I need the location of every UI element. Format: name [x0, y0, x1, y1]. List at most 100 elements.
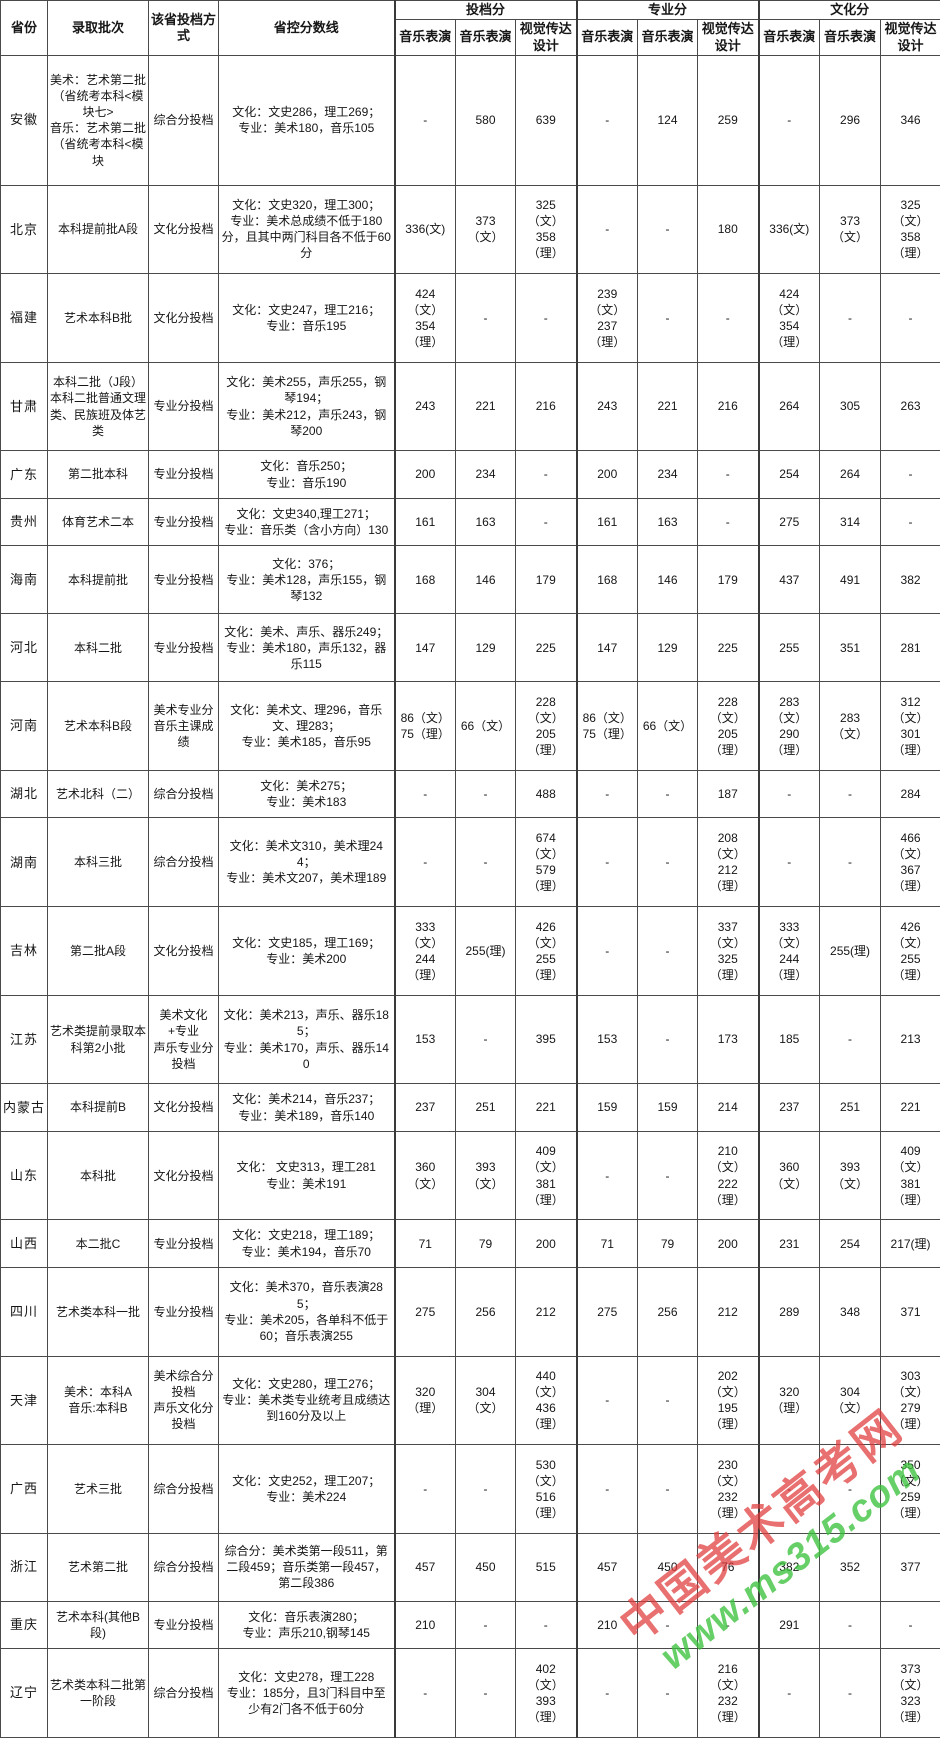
table-row: 河南 艺术本科B段 美术专业分 音乐主课成绩 文化：美术文、理296，音乐文、理283…: [0, 681, 940, 771]
control-line-cell: 文化：美术、声乐、器乐249； 专业：美术180，声乐132，器乐115: [218, 613, 395, 683]
control-line-cell: 文化：美术370，音乐表演285； 专业：美术205，各单科不低于60；音乐表演…: [218, 1266, 395, 1357]
province-cell: 甘肃: [0, 361, 48, 452]
score-cell: 255: [757, 613, 821, 683]
score-cell: 264: [757, 361, 821, 452]
score-cell: 208 （文） 212 （理）: [697, 817, 760, 908]
table-body: 安徽 美术：艺术第二批（省统考本科<模块七> 音乐：艺术第二批（省统考本科<模块综…: [0, 54, 940, 1738]
province-cell: 辽宁: [0, 1648, 48, 1738]
score-cell: 146: [455, 545, 516, 615]
score-cell: -: [757, 769, 821, 819]
score-cell: -: [819, 1600, 882, 1650]
score-cell: 187: [697, 769, 760, 819]
score-cell: 580: [455, 54, 516, 186]
province-cell: 安徽: [0, 54, 48, 186]
score-cell: 639: [514, 54, 578, 186]
province-cell: 四川: [0, 1266, 48, 1357]
table-row: 江苏 艺术类提前录取本科第2小批 美术文化+专业 声乐专业分投档 文化：美术213，声…: [0, 994, 940, 1085]
subheader-visual-design: 视觉传达设计: [880, 19, 940, 56]
control-line-cell: 文化：美术文、理296，音乐文、理283； 专业：美术185，音乐95: [218, 681, 395, 771]
score-cell: 395: [514, 994, 578, 1085]
score-cell: 231: [757, 1219, 821, 1268]
score-cell: 163: [637, 497, 699, 547]
method-cell: 综合分投档: [148, 769, 219, 819]
province-cell: 广西: [0, 1444, 48, 1534]
score-cell: -: [697, 1600, 760, 1650]
score-cell: -: [880, 1600, 940, 1650]
score-cell: 243: [393, 361, 456, 452]
score-cell: -: [393, 54, 456, 186]
score-cell: -: [637, 1130, 699, 1221]
header-group-zhuanye: 专业分: [575, 0, 760, 21]
batch-cell: 本科二批: [47, 613, 149, 683]
table-row: 山东 本科批 文化分投档 文化： 文史313，理工281 专业：美术191 360 （文…: [0, 1130, 940, 1221]
score-cell: 530 （文） 516 （理）: [514, 1444, 578, 1534]
province-cell: 内蒙古: [0, 1083, 48, 1132]
score-cell: 237: [757, 1083, 821, 1132]
score-cell: 346: [880, 54, 940, 186]
table-row: 北京 本科提前批A段 文化分投档 文化：文史320，理工300； 专业：美术总成绩不低…: [0, 184, 940, 275]
subheader-music-performance: 音乐表演: [455, 19, 516, 56]
score-cell: 185: [757, 994, 821, 1085]
table-row: 福建 艺术本科B批 文化分投档 文化：文史247，理工216； 专业：音乐195 424…: [0, 273, 940, 363]
batch-cell: 体育艺术二本: [47, 497, 149, 547]
score-cell: 325 （文） 358 （理）: [880, 184, 940, 275]
score-cell: -: [575, 1444, 639, 1534]
score-cell: 168: [575, 545, 639, 615]
score-cell: -: [575, 906, 639, 996]
table-row: 湖北 艺术北科（二） 综合分投档 文化：美术275； 专业：美术183- -488- -1…: [0, 769, 940, 819]
table-row: 湖南 本科三批 综合分投档 文化：美术文310，美术理244； 专业：美术文207，美…: [0, 817, 940, 908]
score-cell: -: [393, 769, 456, 819]
subheader-music-performance: 音乐表演: [575, 19, 639, 56]
score-cell: 382: [757, 1532, 821, 1602]
score-cell: 373 （文） 323 （理）: [880, 1648, 940, 1738]
table-row: 贵州 体育艺术二本 专业分投档 文化：文史340,理工271； 专业：音乐类（含小方向…: [0, 497, 940, 547]
province-cell: 贵州: [0, 497, 48, 547]
score-cell: 393 （文）: [819, 1130, 882, 1221]
method-cell: 综合分投档: [148, 1532, 219, 1602]
score-cell: -: [637, 994, 699, 1085]
control-line-cell: 文化：376； 专业：美术128，声乐155，钢琴132: [218, 545, 395, 615]
province-cell: 湖南: [0, 817, 48, 908]
score-cell: 147: [393, 613, 456, 683]
score-cell: -: [637, 1355, 699, 1446]
score-cell: -: [757, 1444, 821, 1534]
score-cell: 289: [757, 1266, 821, 1357]
score-cell: 173: [697, 994, 760, 1085]
score-cell: -: [393, 1648, 456, 1738]
table-row: 广东 第二批本科 专业分投档 文化：音乐250； 专业：音乐190 200 234-200…: [0, 450, 940, 499]
score-cell: 212: [514, 1266, 578, 1357]
control-line-cell: 文化：文史252，理工207； 专业：美术224: [218, 1444, 395, 1534]
batch-cell: 本科提前B: [47, 1083, 149, 1132]
method-cell: 专业分投档: [148, 1266, 219, 1357]
control-line-cell: 文化：美术275； 专业：美术183: [218, 769, 395, 819]
score-cell: 213: [880, 994, 940, 1085]
province-cell: 山东: [0, 1130, 48, 1221]
score-cell: 336(文): [393, 184, 456, 275]
method-cell: 专业分投档: [148, 361, 219, 452]
score-cell: 255(理): [819, 906, 882, 996]
score-cell: -: [819, 273, 882, 363]
score-cell: 373 （文）: [819, 184, 882, 275]
table-row: 吉林 第二批A段 文化分投档 文化：文史185，理工169； 专业：美术200 333 …: [0, 906, 940, 996]
score-cell: 348: [819, 1266, 882, 1357]
score-cell: -: [455, 273, 516, 363]
score-cell: -: [575, 817, 639, 908]
score-cell: 351: [819, 613, 882, 683]
table-header: 省份 录取批次 该省投档方式 省控分数线 投档分 专业分 文化分 音乐表演 音乐…: [0, 0, 940, 56]
score-cell: -: [757, 54, 821, 186]
score-cell: 337 （文） 325 （理）: [697, 906, 760, 996]
score-cell: 426 （文） 255 （理）: [514, 906, 578, 996]
subheader-music-performance: 音乐表演: [819, 19, 882, 56]
method-cell: 专业分投档: [148, 1600, 219, 1650]
score-cell: 216: [514, 361, 578, 452]
score-cell: 382: [880, 545, 940, 615]
score-cell: -: [637, 906, 699, 996]
score-cell: 86（文） 75（理）: [393, 681, 456, 771]
score-cell: -: [697, 450, 760, 499]
batch-cell: 第二批A段: [47, 906, 149, 996]
score-cell: 146: [637, 545, 699, 615]
score-cell: -: [455, 1648, 516, 1738]
score-cell: 360 （文）: [393, 1130, 456, 1221]
control-line-cell: 文化：文史280，理工276； 专业：美术类专业统考且成绩达到160分及以上: [218, 1355, 395, 1446]
score-cell: 159: [637, 1083, 699, 1132]
